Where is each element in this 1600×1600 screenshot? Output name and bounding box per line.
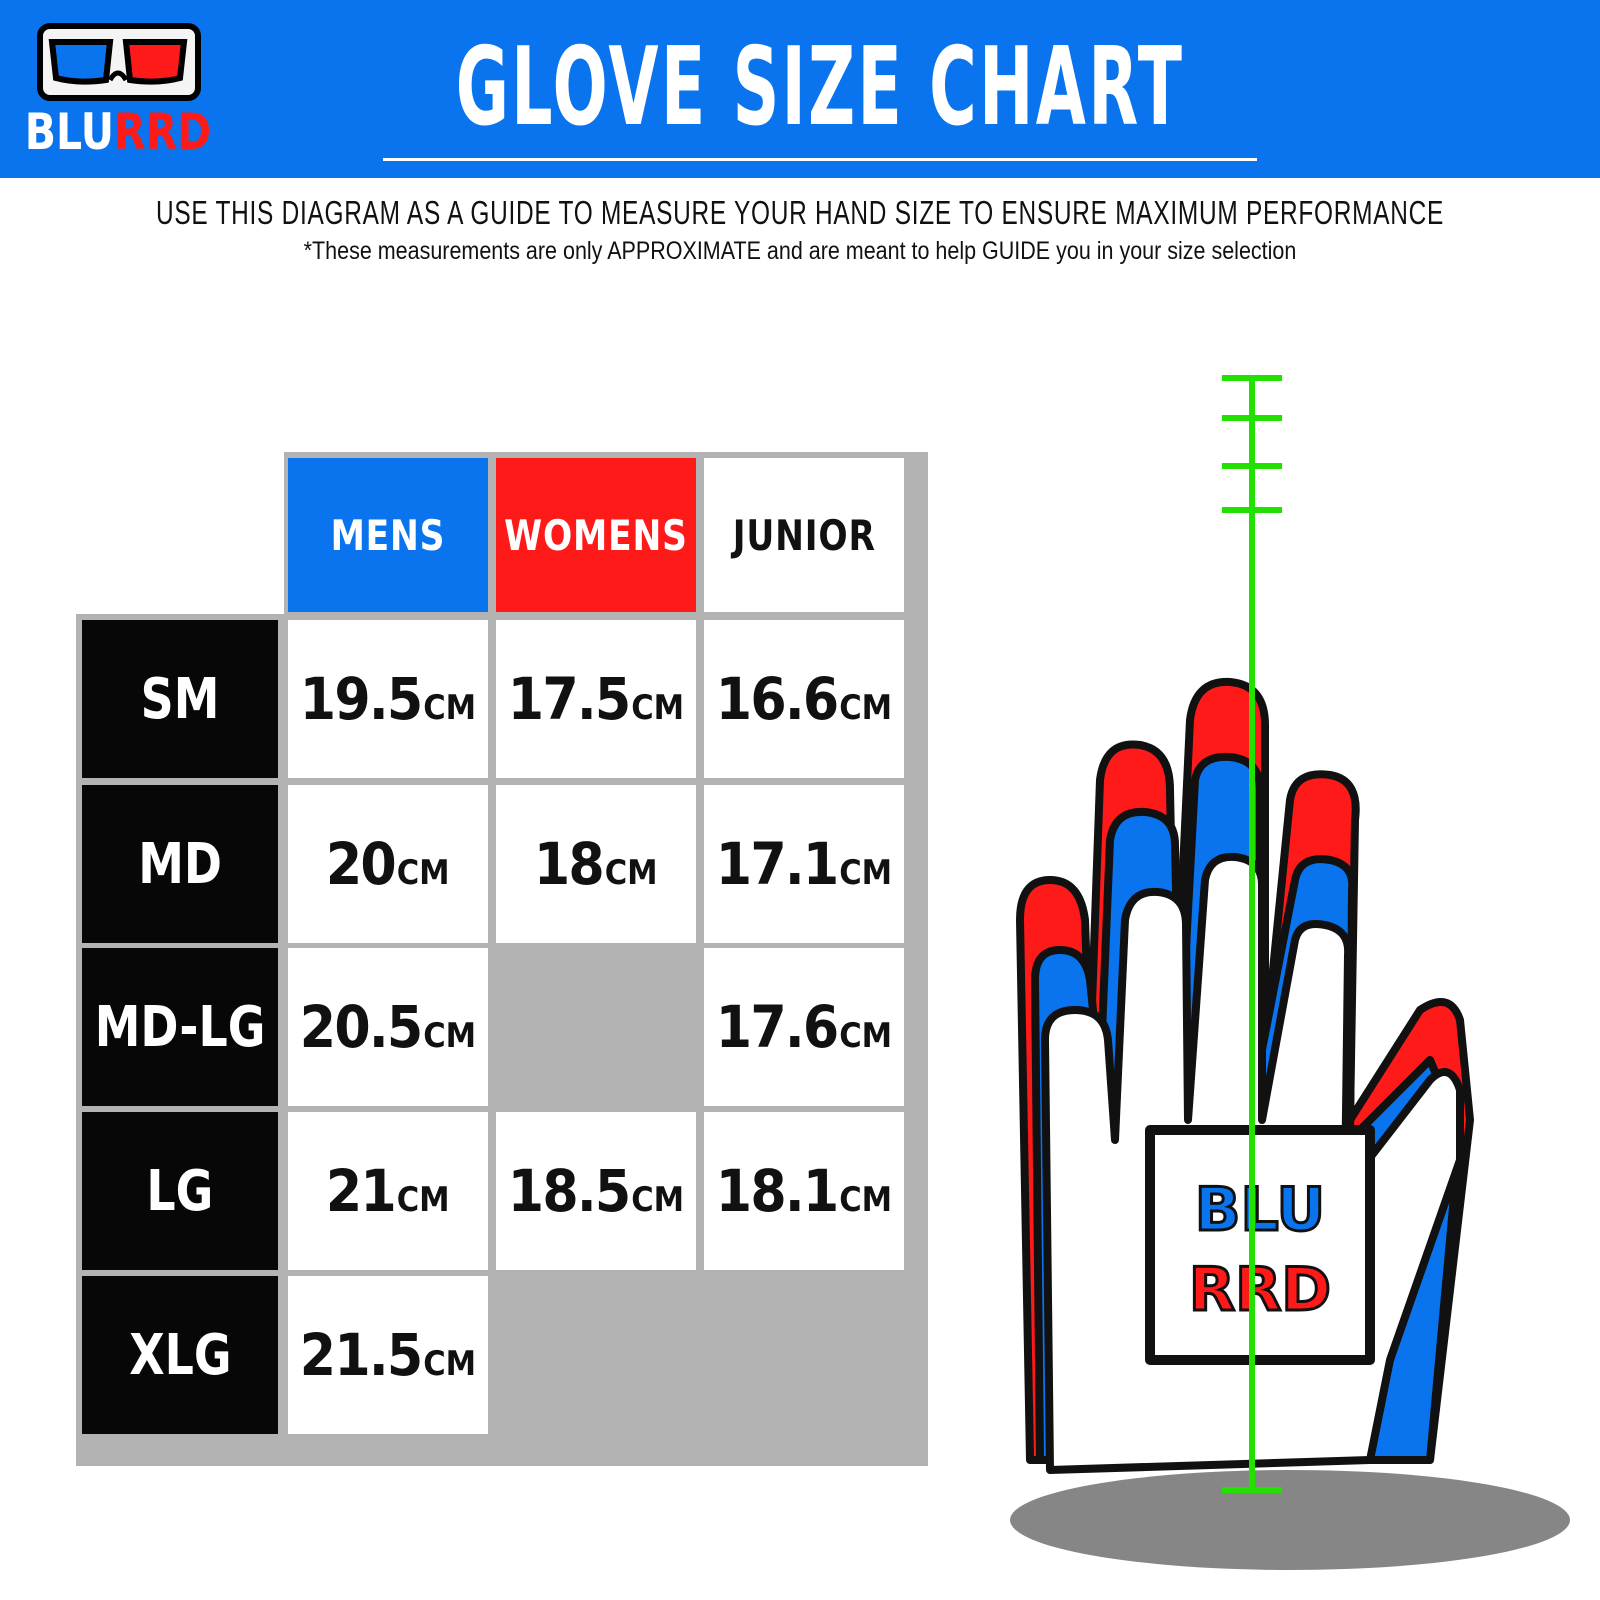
- size-value: 18: [534, 830, 605, 898]
- row-label-md-lg: MD-LG: [82, 948, 278, 1106]
- size-unit: CM: [839, 1016, 893, 1056]
- row-label-xlg: XLG: [82, 1276, 278, 1434]
- size-value: 17.6: [715, 993, 839, 1061]
- size-unit: CM: [604, 853, 658, 893]
- size-unit: CM: [631, 1180, 685, 1220]
- size-value-cell: 16.6 CM: [704, 620, 904, 778]
- size-value-group: 17.6 CM: [716, 993, 892, 1061]
- size-value: 20.5: [299, 993, 423, 1061]
- size-value: 20: [326, 830, 397, 898]
- size-unit: CM: [423, 1344, 477, 1384]
- size-value-cell: 18 CM: [496, 785, 696, 943]
- size-value: 16.6: [715, 665, 839, 733]
- size-value-group: 18.1 CM: [716, 1157, 892, 1225]
- row-label-md: MD: [82, 785, 278, 943]
- column-header-womens: WOMENS: [496, 458, 696, 612]
- size-value-cell: 21.5 CM: [288, 1276, 488, 1434]
- size-value: 17.5: [507, 665, 631, 733]
- size-value-cell: 21 CM: [288, 1112, 488, 1270]
- column-header-mens: MENS: [288, 458, 488, 612]
- size-value-group: 21 CM: [326, 1157, 450, 1225]
- size-value-group: 16.6 CM: [716, 665, 892, 733]
- glove-logo-bottom: RRD: [1189, 1255, 1331, 1325]
- column-header-junior: JUNIOR: [704, 458, 904, 612]
- 3d-glasses-icon: [37, 23, 201, 101]
- glove-illustration: BLU RRD: [1010, 375, 1570, 1570]
- subtitle: USE THIS DIAGRAM AS A GUIDE TO MEASURE Y…: [155, 194, 1445, 231]
- disclaimer: *These measurements are only APPROXIMATE…: [303, 237, 1297, 265]
- size-value-group: 19.5 CM: [300, 665, 476, 733]
- column-header-label: WOMENS: [504, 510, 688, 560]
- size-value-cell: 19.5 CM: [288, 620, 488, 778]
- row-label-text: LG: [146, 1158, 214, 1224]
- row-label-text: XLG: [128, 1322, 232, 1388]
- wordmark-blue: BLU: [24, 103, 115, 161]
- size-unit: CM: [631, 688, 685, 728]
- size-unit: CM: [839, 853, 893, 893]
- page-title: GLOVE SIZE CHART: [455, 25, 1185, 150]
- wordmark-red: RRD: [114, 103, 212, 161]
- size-value-cell: 20.5 CM: [288, 948, 488, 1106]
- size-value: 21.5: [299, 1321, 423, 1389]
- brand-logo: BLU RRD: [18, 22, 218, 162]
- brand-wordmark: BLU RRD: [25, 104, 211, 160]
- size-value-cell: 17.1 CM: [704, 785, 904, 943]
- header-banner: BLU RRD GLOVE SIZE CHART: [0, 0, 1600, 178]
- size-value-cell: 17.6 CM: [704, 948, 904, 1106]
- size-value: 17.1: [715, 830, 839, 898]
- row-label-sm: SM: [82, 620, 278, 778]
- size-value-group: 20 CM: [326, 830, 450, 898]
- row-label-text: MD-LG: [94, 994, 266, 1060]
- size-value: 19.5: [299, 665, 423, 733]
- size-unit: CM: [839, 1180, 893, 1220]
- size-value-cell: 18.5 CM: [496, 1112, 696, 1270]
- size-unit: CM: [423, 688, 477, 728]
- size-value-group: 20.5 CM: [300, 993, 476, 1061]
- glove-logo-top: BLU: [1195, 1175, 1326, 1245]
- size-unit: CM: [423, 1016, 477, 1056]
- size-value-group: 17.1 CM: [716, 830, 892, 898]
- size-value-group: 17.5 CM: [508, 665, 684, 733]
- size-unit: CM: [396, 853, 450, 893]
- size-value-group: 21.5 CM: [300, 1321, 476, 1389]
- title-underline: [383, 158, 1257, 161]
- row-label-text: SM: [140, 666, 220, 732]
- size-value-cell: 20 CM: [288, 785, 488, 943]
- column-header-label: MENS: [330, 510, 446, 560]
- size-unit: CM: [396, 1180, 450, 1220]
- size-value: 18.1: [715, 1157, 839, 1225]
- size-unit: CM: [839, 688, 893, 728]
- size-value: 18.5: [507, 1157, 631, 1225]
- size-value: 21: [326, 1157, 397, 1225]
- size-value-group: 18.5 CM: [508, 1157, 684, 1225]
- measure-line: [1222, 375, 1282, 1493]
- size-value-cell: 18.1 CM: [704, 1112, 904, 1270]
- row-label-lg: LG: [82, 1112, 278, 1270]
- size-value-group: 18 CM: [534, 830, 658, 898]
- size-value-cell: 17.5 CM: [496, 620, 696, 778]
- column-header-label: JUNIOR: [732, 510, 876, 560]
- row-label-text: MD: [138, 831, 222, 897]
